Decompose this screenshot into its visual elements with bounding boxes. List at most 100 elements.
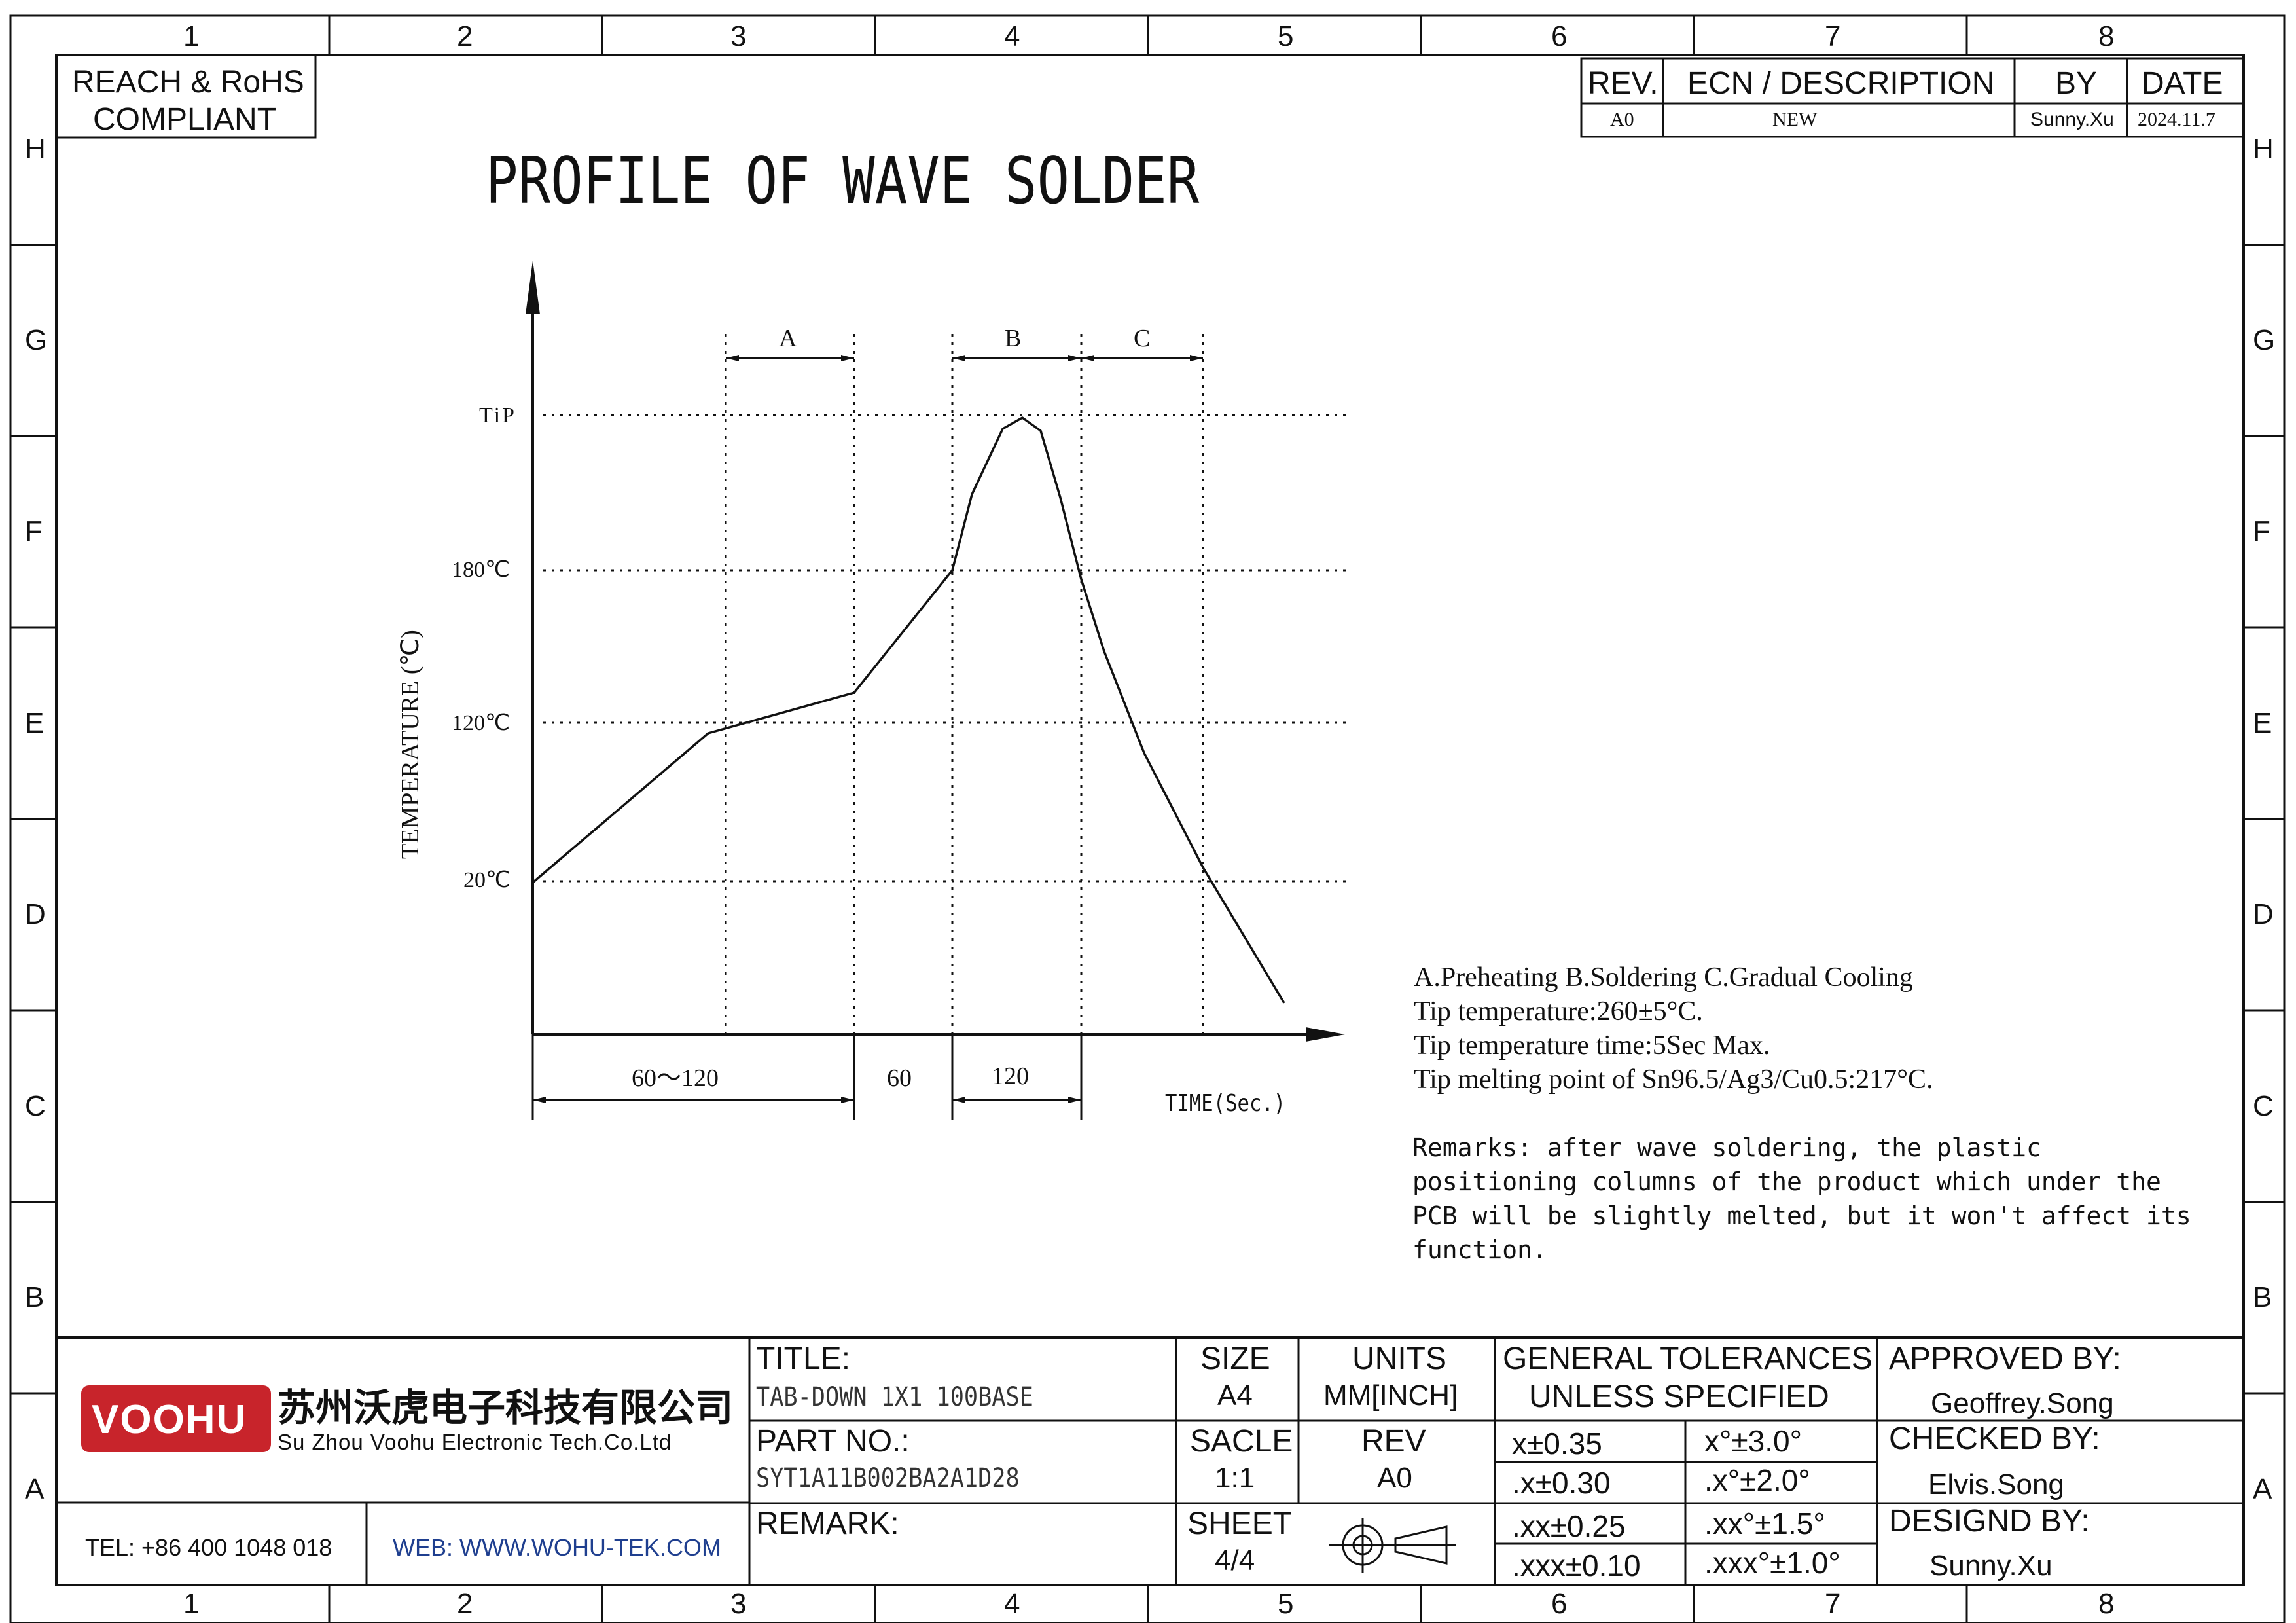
approved-value: Geoffrey.Song	[1931, 1387, 2114, 1419]
zone-row-A-right: A	[2253, 1473, 2272, 1505]
zone-col-1-bottom: 1	[183, 1588, 200, 1620]
tolerances-header-2: UNLESS SPECIFIED	[1529, 1379, 1829, 1414]
zone-row-E-right: E	[2253, 707, 2272, 739]
ecn-header: ECN / DESCRIPTION	[1687, 66, 1995, 101]
remarks-line-3: PCB will be slightly melted, but it won'…	[1412, 1201, 2191, 1230]
scale-value: 1:1	[1215, 1462, 1255, 1494]
checked-label: CHECKED BY:	[1889, 1421, 2100, 1456]
compliance-line-2: COMPLIANT	[93, 102, 277, 137]
y-level-tip: TiP	[479, 403, 516, 428]
approved-label: APPROVED BY:	[1889, 1341, 2121, 1376]
zone-col-4-top: 4	[1004, 20, 1020, 52]
sheet-value: 4/4	[1215, 1544, 1255, 1577]
zone-row-H-left: H	[25, 133, 46, 165]
date-header: DATE	[2142, 66, 2223, 101]
zone-row-F-left: F	[25, 515, 43, 547]
logo-mark: VOOHU	[92, 1397, 247, 1442]
part-no-value: SYT1A11B002BA2A1D28	[756, 1463, 1020, 1493]
note-line-2: Tip temperature:260±5°C.	[1414, 996, 1703, 1027]
time-span-preheat: 60～120	[632, 1065, 719, 1092]
zone-row-E-left: E	[25, 707, 45, 739]
compliance-line-1: REACH & RoHS	[72, 65, 304, 100]
y-axis-label: TEMPERATURE (℃)	[397, 630, 424, 859]
size-value: A4	[1217, 1379, 1253, 1412]
zone-row-G-right: G	[2253, 324, 2276, 356]
by-value: Sunny.Xu	[2030, 109, 2114, 130]
zone-row-C-left: C	[25, 1090, 46, 1122]
note-line-3: Tip temperature time:5Sec Max.	[1414, 1030, 1770, 1061]
remarks-line-1: Remarks: after wave soldering, the plast…	[1412, 1133, 2041, 1162]
zone-col-8-bottom: 8	[2098, 1588, 2115, 1620]
company-tel: TEL: +86 400 1048 018	[85, 1534, 332, 1561]
zone-row-A-left: A	[25, 1473, 45, 1505]
drawing-title: PROFILE OF WAVE SOLDER	[486, 144, 1200, 219]
zone-col-1-top: 1	[183, 20, 200, 52]
rev-header: REV.	[1588, 66, 1659, 101]
zone-col-5-bottom: 5	[1278, 1588, 1294, 1620]
company-name-english: Su Zhou Voohu Electronic Tech.Co.Ltd	[278, 1430, 672, 1454]
y-level-120: 120℃	[452, 711, 511, 735]
zone-col-5-top: 5	[1278, 20, 1294, 52]
x-axis-label: TIME(Sec.)	[1165, 1090, 1286, 1117]
zone-col-7-top: 7	[1825, 20, 1841, 52]
units-value: MM[INCH]	[1323, 1379, 1458, 1412]
tolerance-angular-3: .xxx°±1.0°	[1704, 1546, 1840, 1580]
zone-row-H-right: H	[2253, 133, 2274, 165]
tolerance-linear-1: .x±0.30	[1512, 1466, 1611, 1500]
chart-reference-lines	[543, 414, 1348, 883]
zone-col-7-bottom: 7	[1825, 1588, 1841, 1620]
zone-row-F-right: F	[2253, 515, 2270, 547]
zone-row-D-right: D	[2253, 898, 2274, 930]
projection-symbol-icon	[1329, 1518, 1456, 1573]
tolerance-linear-0: x±0.35	[1512, 1427, 1602, 1461]
size-label: SIZE	[1200, 1341, 1270, 1376]
rev-value-tb: A0	[1377, 1462, 1412, 1494]
tolerance-linear-2: .xx±0.25	[1512, 1509, 1626, 1543]
phase-label-c: C	[1134, 325, 1151, 352]
remark-label: REMARK:	[756, 1506, 899, 1541]
title-value: TAB-DOWN 1X1 100BASE	[756, 1382, 1033, 1412]
checked-value: Elvis.Song	[1928, 1468, 2064, 1501]
zone-col-3-top: 3	[730, 20, 747, 52]
tolerance-angular-0: x°±3.0°	[1704, 1424, 1802, 1458]
rev-label: REV	[1361, 1424, 1426, 1459]
note-line-4: Tip melting point of Sn96.5/Ag3/Cu0.5:21…	[1414, 1065, 1933, 1095]
company-logo: VOOHU	[81, 1385, 271, 1452]
title-label: TITLE:	[756, 1341, 851, 1376]
zone-row-B-left: B	[25, 1281, 45, 1313]
zone-row-G-left: G	[25, 324, 48, 356]
zone-col-6-top: 6	[1551, 20, 1568, 52]
zone-row-C-right: C	[2253, 1090, 2274, 1122]
zone-col-2-bottom: 2	[457, 1588, 473, 1620]
tolerances-header-1: GENERAL TOLERANCES	[1503, 1341, 1873, 1376]
units-label: UNITS	[1352, 1341, 1446, 1376]
tolerance-angular-1: .x°±2.0°	[1704, 1463, 1810, 1497]
time-span-mid: 60	[887, 1065, 912, 1092]
chart-axes	[526, 261, 1345, 1042]
sheet-label: SHEET	[1187, 1506, 1293, 1541]
remarks-line-2: positioning columns of the product which…	[1412, 1167, 2161, 1196]
by-header: BY	[2055, 66, 2098, 101]
y-level-20: 20℃	[463, 868, 511, 892]
temperature-profile-curve	[531, 416, 1285, 1004]
ecn-value: NEW	[1772, 109, 1818, 130]
zone-col-8-top: 8	[2098, 20, 2115, 52]
phase-label-b: B	[1005, 325, 1022, 352]
zone-col-6-bottom: 6	[1551, 1588, 1568, 1620]
remarks-line-4: function.	[1412, 1235, 1547, 1264]
company-web: WEB: WWW.WOHU-TEK.COM	[393, 1534, 721, 1561]
company-name-chinese: 苏州沃虎电子科技有限公司	[278, 1387, 734, 1429]
scale-label: SACLE	[1190, 1424, 1293, 1459]
designed-value: Sunny.Xu	[1929, 1550, 2053, 1582]
zone-col-4-bottom: 4	[1004, 1588, 1020, 1620]
tolerance-angular-2: .xx°±1.5°	[1704, 1506, 1825, 1541]
chart-time-dimensions	[531, 1034, 1083, 1120]
zone-col-2-top: 2	[457, 20, 473, 52]
date-value: 2024.11.7	[2138, 109, 2215, 130]
note-line-1: A.Preheating B.Soldering C.Gradual Cooli…	[1414, 962, 1913, 993]
zone-row-D-left: D	[25, 898, 46, 930]
phase-label-a: A	[779, 325, 797, 352]
